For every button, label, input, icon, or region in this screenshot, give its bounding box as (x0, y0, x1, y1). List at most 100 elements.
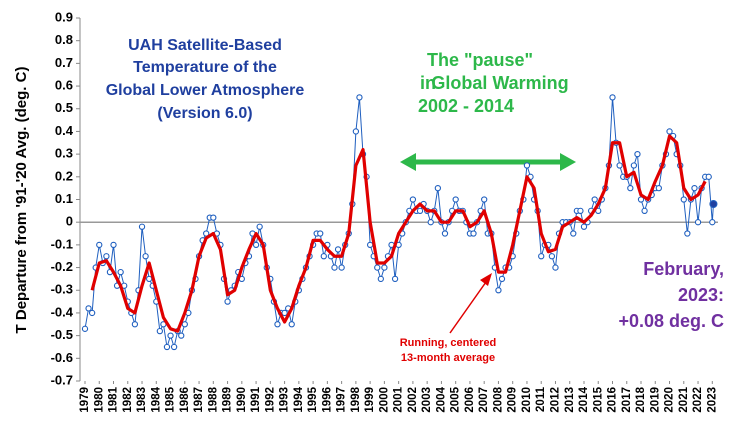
x-tick-label: 1998 (350, 386, 362, 412)
y-tick-label: -0.7 (51, 372, 73, 387)
data-point (470, 230, 477, 237)
data-point (281, 309, 288, 317)
x-tick-label: 2020 (664, 387, 676, 413)
data-point (495, 287, 502, 294)
x-tick-label: 2014 (578, 386, 590, 412)
title-line: UAH Satellite-Based (128, 37, 282, 54)
x-tick-label: 1989 (222, 387, 234, 413)
data-point (374, 264, 381, 271)
y-tick-label: 0 (66, 214, 73, 229)
y-tick-label: 0.3 (55, 146, 73, 161)
x-tick-label: 1994 (293, 386, 305, 412)
data-point (146, 275, 153, 283)
x-tick-label: 1988 (207, 386, 219, 412)
data-point (694, 219, 702, 226)
data-point (641, 207, 648, 214)
y-tick-label: -0.1 (51, 236, 73, 251)
data-point (356, 94, 363, 101)
data-point (156, 327, 163, 335)
x-tick-label: 2004 (435, 386, 447, 412)
pause-arrow (400, 153, 576, 171)
running-arrow (449, 273, 492, 334)
data-point (203, 230, 210, 237)
data-point (409, 196, 417, 203)
data-point (320, 253, 327, 260)
y-axis-label: T Departure from '91-'20 Avg. (deg. C) (13, 67, 30, 334)
data-point (131, 321, 139, 328)
data-line (84, 96, 714, 348)
data-point (110, 241, 117, 249)
data-point (441, 230, 449, 237)
y-tick-label: 0.6 (55, 78, 73, 93)
title-line: (Version 6.0) (157, 105, 252, 122)
x-tick-label: 1991 (250, 386, 262, 412)
data-point (666, 128, 673, 135)
data-point (317, 230, 324, 237)
data-point (552, 264, 559, 271)
y-tick-label: -0.6 (51, 350, 73, 365)
x-tick-label: 2022 (692, 387, 704, 413)
x-tick-label: 2012 (550, 387, 562, 413)
x-tick-label: 1981 (108, 386, 120, 412)
data-point (580, 223, 588, 230)
x-tick-label: 2002 (407, 387, 419, 413)
data-point (481, 196, 488, 203)
data-point (178, 332, 185, 339)
data-point (498, 275, 506, 283)
x-tick-label: 1995 (307, 386, 319, 412)
data-point (224, 298, 231, 305)
title-line: Global Lower Atmosphere (106, 82, 305, 99)
data-point (637, 196, 645, 203)
data-point (538, 253, 545, 260)
y-tick-label: 0.5 (55, 100, 73, 115)
data-point (616, 162, 623, 169)
x-tick-label: 1985 (165, 386, 177, 412)
data-point (452, 196, 459, 203)
data-point (416, 207, 424, 214)
x-tick-label: 2010 (521, 387, 533, 413)
pause-line: The "pause" (427, 50, 533, 70)
data-point (366, 241, 374, 249)
data-point (523, 162, 531, 169)
x-tick-label: 1979 (79, 387, 91, 413)
series (90, 134, 707, 333)
data-point (85, 305, 92, 312)
data-point (627, 185, 634, 192)
latest-line: +0.08 deg. C (618, 311, 724, 331)
pause-line: Global Warming (431, 73, 568, 93)
data-point (591, 196, 598, 203)
data-point (288, 321, 295, 328)
data-point (377, 275, 384, 283)
data-point (163, 343, 171, 351)
running-label: 13-month average (401, 352, 495, 364)
data-point (352, 128, 360, 135)
data-point (331, 264, 338, 271)
x-tick-label: 2008 (492, 386, 504, 412)
data-point (548, 253, 556, 260)
data-point (338, 264, 345, 271)
data-point (655, 185, 662, 192)
y-tick-label: -0.4 (51, 304, 74, 319)
data-point (274, 321, 281, 328)
data-point (381, 264, 388, 271)
x-tick-label: 1990 (236, 387, 248, 413)
data-point (680, 196, 687, 203)
y-tick-label: 0.9 (55, 9, 73, 24)
x-tick-label: 2021 (678, 386, 690, 412)
y-tick-label: -0.2 (51, 259, 73, 274)
data-point (170, 343, 178, 351)
data-point (691, 185, 698, 192)
y-tick-label: 0.1 (55, 191, 73, 206)
y-tick-label: 0.7 (55, 55, 73, 70)
data-point (709, 199, 718, 209)
data-point (634, 150, 641, 158)
x-tick-label: 1997 (336, 387, 348, 413)
x-tick-label: 1984 (150, 386, 162, 412)
title-line: Temperature of the (133, 59, 277, 76)
data-point (630, 162, 638, 169)
data-point (256, 223, 263, 230)
data-point (96, 241, 103, 249)
x-tick-label: 2006 (464, 387, 476, 413)
x-tick-label: 2018 (635, 386, 647, 412)
x-tick-label: 1987 (193, 387, 205, 413)
